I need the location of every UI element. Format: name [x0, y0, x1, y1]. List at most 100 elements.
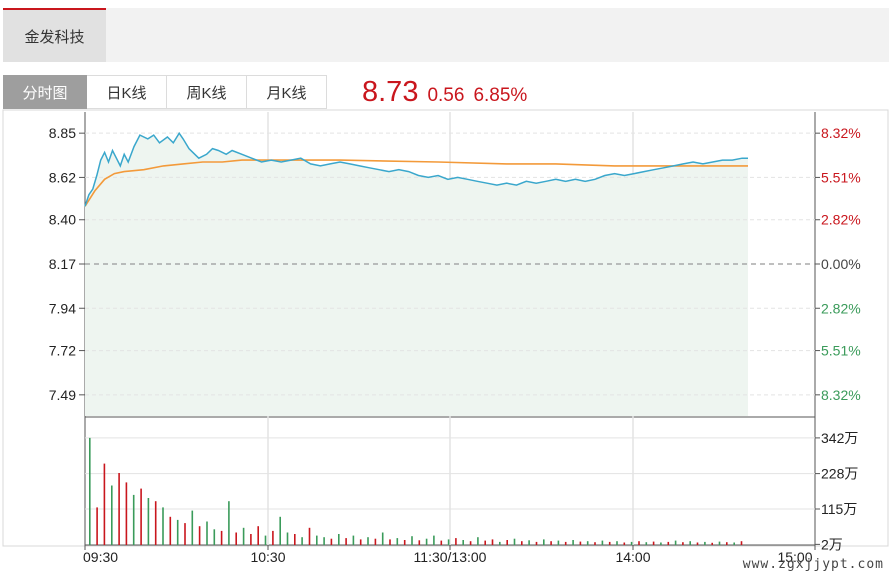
volume-bar: [316, 535, 318, 545]
volume-bar: [667, 541, 670, 545]
price-tick-label: 7.49: [49, 387, 76, 403]
volume-bar: [440, 540, 443, 545]
volume-bar: [111, 485, 113, 545]
volume-bar: [272, 530, 274, 545]
volume-bar: [689, 541, 691, 545]
volume-bar: [352, 535, 355, 545]
volume-bar: [469, 541, 472, 545]
volume-bar: [638, 541, 640, 545]
volume-tick-label: 228万: [821, 466, 858, 482]
pct-tick-label: 0.00%: [821, 256, 861, 272]
stock-tab-jinfa[interactable]: 金发科技: [3, 8, 106, 62]
volume-bar: [308, 527, 311, 545]
pct-tick-label: 5.51%: [821, 343, 861, 359]
price-line: [84, 131, 748, 207]
volume-bar: [389, 539, 391, 545]
volume-bar: [499, 541, 501, 545]
volume-bar: [682, 542, 684, 545]
volume-bar: [125, 482, 128, 545]
volume-bar: [535, 541, 538, 545]
time-tick-label: 14:00: [615, 549, 650, 565]
volume-bar: [704, 541, 706, 545]
volume-bar: [198, 526, 201, 545]
pct-tick-label: 2.82%: [821, 212, 861, 228]
volume-bar: [733, 542, 735, 545]
volume-bar: [323, 537, 325, 545]
volume-tick-label: 115万: [821, 501, 857, 517]
volume-bar: [447, 539, 450, 545]
volume-bar: [147, 498, 150, 545]
price-tick-label: 8.17: [49, 256, 76, 272]
volume-bar: [286, 532, 289, 545]
volume-bar: [184, 523, 186, 545]
volume-bar: [711, 542, 713, 545]
volume-bar: [528, 540, 530, 545]
volume-bar: [89, 437, 91, 545]
price-tick-label: 8.40: [49, 212, 76, 228]
volume-bar: [403, 540, 406, 545]
time-tick-label: 15:00: [777, 549, 812, 565]
volume-bar: [140, 488, 142, 545]
volume-bar: [213, 529, 216, 545]
quote-price: 8.73: [362, 76, 419, 108]
volume-bar: [696, 542, 699, 545]
volume-bar: [557, 540, 560, 545]
volume-bar: [608, 541, 611, 545]
volume-bar: [338, 534, 340, 545]
volume-bar: [132, 494, 135, 545]
volume-bar: [674, 540, 677, 545]
volume-bar: [191, 510, 194, 545]
chart-frame: [2, 109, 889, 547]
volume-bar: [572, 540, 574, 545]
price-area-fill: [85, 133, 748, 416]
volume-bar: [396, 538, 399, 545]
time-tick-label: 11:30/13:00: [414, 549, 487, 565]
tab-monthly-k[interactable]: 月K线: [247, 75, 327, 109]
price-tick-label: 8.62: [49, 169, 76, 185]
tab-daily-k[interactable]: 日K线: [87, 75, 167, 109]
volume-bar: [586, 541, 589, 545]
volume-tick-label: 342万: [821, 430, 858, 446]
pct-tick-label: 2.82%: [821, 300, 861, 316]
volume-bar: [330, 538, 333, 545]
price-tick-label: 7.72: [49, 343, 76, 359]
watermark: www.zgxjjypt.com: [742, 557, 884, 572]
volume-tick-label: 2万: [821, 536, 843, 552]
volume-bar: [279, 516, 281, 545]
volume-bar: [228, 501, 230, 545]
volume-bar: [455, 538, 457, 545]
volume-bar: [623, 542, 626, 545]
volume-bar: [418, 540, 421, 545]
price-tick-label: 8.85: [49, 125, 76, 141]
volume-bar: [301, 537, 303, 545]
volume-bar: [564, 541, 567, 545]
volume-bar: [411, 536, 413, 545]
tab-intraday[interactable]: 分时图: [3, 75, 87, 109]
pct-tick-label: 8.32%: [821, 125, 861, 141]
quote-change: 0.56: [427, 85, 465, 106]
volume-bar: [594, 542, 596, 545]
quote-change-pct: 6.85%: [473, 85, 528, 106]
volume-bar: [579, 541, 582, 545]
volume-bar: [169, 516, 172, 545]
volume-bar: [154, 501, 157, 545]
volume-bar: [718, 541, 721, 545]
volume-bar: [462, 540, 464, 545]
volume-bar: [740, 541, 743, 545]
volume-bar: [477, 537, 479, 545]
volume-bar: [513, 538, 516, 545]
time-tick-label: 09:30: [83, 549, 118, 565]
volume-bar: [381, 532, 384, 545]
volume-bar: [521, 541, 523, 545]
volume-bar: [425, 538, 428, 545]
volume-bar: [206, 521, 208, 545]
time-tick-label: 10:30: [250, 549, 285, 565]
volume-bar: [645, 542, 648, 545]
volume-bar: [96, 507, 98, 545]
tab-weekly-k[interactable]: 周K线: [167, 75, 247, 109]
quote-summary: 8.73 0.56 6.85%: [362, 76, 527, 109]
volume-bar: [601, 540, 604, 545]
volume-bar: [543, 539, 545, 545]
volume-bar: [220, 530, 223, 545]
